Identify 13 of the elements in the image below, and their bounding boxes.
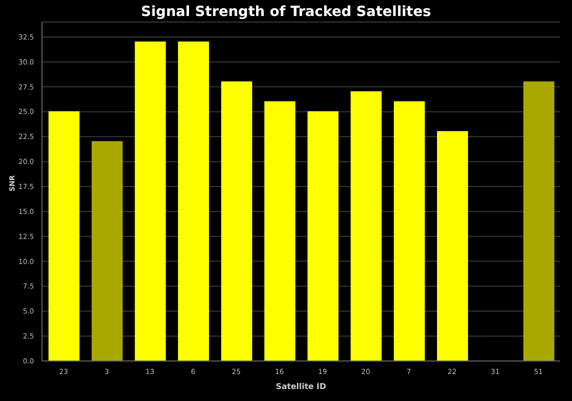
bar: [48, 111, 80, 361]
bar: [394, 101, 425, 361]
bar: [264, 101, 296, 361]
bar: [523, 81, 554, 361]
bar: [350, 91, 382, 361]
bar: [134, 41, 166, 361]
bar: [178, 41, 209, 361]
bar: [437, 131, 468, 361]
x-axis-title: Satellite ID: [276, 382, 326, 391]
bar: [308, 111, 338, 361]
bar: [92, 141, 123, 361]
chart-title: Signal Strength of Tracked Satellites: [140, 4, 432, 20]
bar: [221, 81, 252, 361]
